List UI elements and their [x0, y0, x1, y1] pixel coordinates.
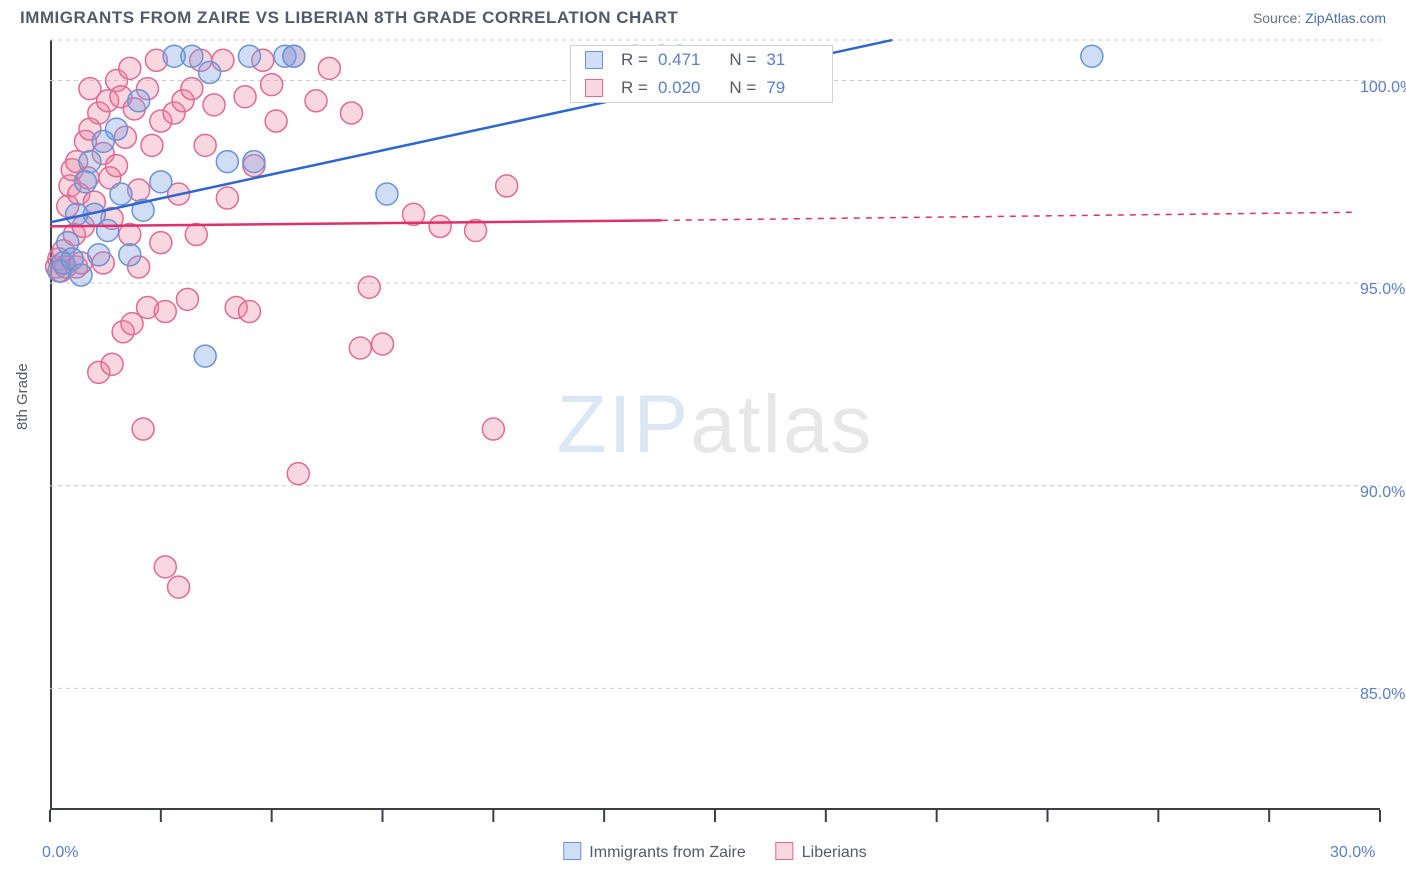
data-point: [181, 78, 203, 100]
legend-item: Liberians: [776, 842, 867, 862]
data-point: [199, 61, 221, 83]
legend-swatch: [585, 51, 603, 69]
stats-row: R = 0.471 N = 31: [571, 46, 832, 74]
data-point: [216, 151, 238, 173]
data-point: [132, 418, 154, 440]
r-value: 0.471: [658, 50, 710, 70]
source-attribution: Source: ZipAtlas.com: [1253, 10, 1386, 26]
data-point: [239, 45, 261, 67]
data-point: [101, 353, 123, 375]
legend-label: Immigrants from Zaire: [589, 844, 745, 861]
data-point: [482, 418, 504, 440]
data-point: [234, 86, 256, 108]
data-point: [496, 175, 518, 197]
data-point: [168, 576, 190, 598]
data-point: [1081, 45, 1103, 67]
data-point: [194, 345, 216, 367]
y-tick-label: 85.0%: [1360, 686, 1405, 704]
chart-title: IMMIGRANTS FROM ZAIRE VS LIBERIAN 8TH GR…: [20, 8, 678, 28]
legend-swatch: [563, 842, 581, 860]
data-point: [305, 90, 327, 112]
data-point: [128, 90, 150, 112]
x-tick-label: 0.0%: [42, 844, 78, 862]
data-point: [340, 102, 362, 124]
chart-svg: [50, 40, 1380, 810]
data-point: [358, 276, 380, 298]
source-prefix: Source:: [1253, 10, 1305, 26]
bottom-legend: Immigrants from Zaire Liberians: [563, 842, 866, 862]
regression-extrapolation: [662, 212, 1358, 220]
plot-wrapper: ZIPatlas R = 0.471 N = 31 R = 0.020 N = …: [50, 40, 1380, 810]
data-point: [150, 232, 172, 254]
data-point: [203, 94, 225, 116]
data-point: [150, 171, 172, 193]
n-value: 31: [766, 50, 818, 70]
legend-swatch: [585, 79, 603, 97]
x-tick-label: 30.0%: [1330, 844, 1375, 862]
y-axis-title: 8th Grade: [14, 363, 31, 430]
data-point: [243, 151, 265, 173]
y-tick-label: 95.0%: [1360, 281, 1405, 299]
data-point: [154, 301, 176, 323]
legend-label: Liberians: [802, 844, 867, 861]
data-point: [141, 134, 163, 156]
data-point: [70, 264, 92, 286]
y-tick-label: 100.0%: [1360, 79, 1406, 97]
data-point: [119, 57, 141, 79]
data-point: [79, 151, 101, 173]
data-point: [88, 244, 110, 266]
stats-row: R = 0.020 N = 79: [571, 74, 832, 102]
data-point: [283, 45, 305, 67]
data-point: [185, 224, 207, 246]
legend-swatch: [776, 842, 794, 860]
data-point: [287, 463, 309, 485]
data-point: [181, 45, 203, 67]
data-point: [376, 183, 398, 205]
data-point: [261, 74, 283, 96]
data-point: [154, 556, 176, 578]
data-point: [106, 155, 128, 177]
data-point: [194, 134, 216, 156]
r-value: 0.020: [658, 78, 710, 98]
data-point: [349, 337, 371, 359]
data-point: [429, 215, 451, 237]
data-point: [265, 110, 287, 132]
n-value: 79: [766, 78, 818, 98]
data-point: [176, 288, 198, 310]
source-link[interactable]: ZipAtlas.com: [1305, 10, 1386, 26]
data-point: [110, 183, 132, 205]
y-tick-label: 90.0%: [1360, 484, 1405, 502]
data-point: [372, 333, 394, 355]
data-point: [106, 118, 128, 140]
data-point: [239, 301, 261, 323]
legend-item: Immigrants from Zaire: [563, 842, 745, 862]
data-point: [216, 187, 238, 209]
data-point: [119, 244, 141, 266]
data-point: [97, 219, 119, 241]
header: IMMIGRANTS FROM ZAIRE VS LIBERIAN 8TH GR…: [0, 0, 1406, 40]
data-point: [74, 171, 96, 193]
stats-legend-box: R = 0.471 N = 31 R = 0.020 N = 79: [570, 45, 833, 103]
data-point: [318, 57, 340, 79]
